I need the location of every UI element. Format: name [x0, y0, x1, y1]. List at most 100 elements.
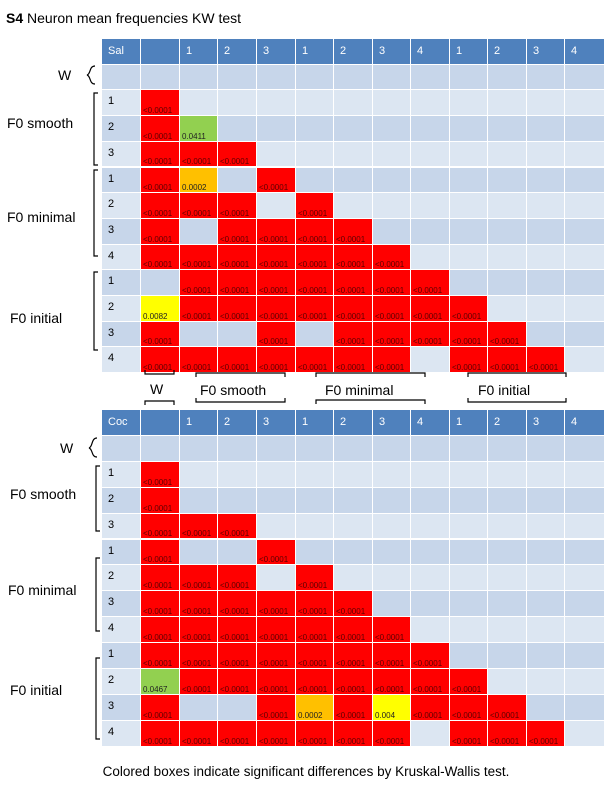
empty-cell: [411, 116, 449, 141]
p-value-label: <0.0001: [143, 477, 173, 487]
column-header-label: 3: [263, 45, 270, 57]
significant-cell: <0.0001: [373, 244, 410, 270]
p-value-label: <0.0001: [336, 337, 366, 347]
p-value-label: <0.0001: [259, 607, 289, 617]
empty-cell: [565, 116, 604, 141]
row-label: 3: [108, 223, 115, 236]
row-label: 4: [108, 249, 115, 262]
row-label-cell: 3: [102, 513, 140, 539]
empty-cell: [296, 513, 333, 539]
p-value-label: <0.0001: [298, 736, 328, 746]
empty-cell: [296, 487, 333, 513]
column-header-label: 2: [494, 45, 501, 57]
figure-title-text: Neuron mean frequencies KW test: [27, 10, 242, 26]
p-value-label: <0.0001: [259, 234, 289, 244]
row-label: 3: [108, 699, 115, 712]
p-value-label: <0.0001: [182, 363, 212, 373]
p-value-label: <0.0001: [413, 337, 443, 347]
column-header: 1: [296, 410, 333, 435]
empty-cell: [218, 116, 256, 141]
column-header: 1: [180, 39, 217, 64]
p-value-label: <0.0001: [375, 736, 405, 746]
significant-cell: <0.0001: [334, 347, 372, 373]
p-value-label: <0.0001: [182, 260, 212, 270]
bracket-line: [93, 169, 98, 257]
bracket-line: [144, 370, 175, 375]
p-value-label: <0.0001: [220, 260, 250, 270]
empty-cell: [218, 539, 256, 565]
empty-cell: [257, 64, 295, 90]
significant-cell: <0.0001: [141, 90, 179, 116]
significant-cell: <0.0001: [257, 694, 295, 720]
empty-cell: [450, 539, 487, 565]
column-header: [141, 39, 179, 64]
column-header-label: 2: [224, 45, 231, 57]
p-value-label: <0.0001: [143, 658, 173, 668]
empty-cell: [565, 461, 604, 487]
significant-cell: <0.0001: [218, 669, 256, 694]
table-corner-cell: Sal: [102, 39, 140, 64]
empty-cell: [527, 90, 564, 116]
bracket-line: [467, 398, 567, 403]
p-value-label: <0.0001: [336, 285, 366, 295]
empty-cell: [565, 347, 604, 373]
p-value-label: <0.0001: [490, 363, 520, 373]
table-corner-label: Sal: [108, 45, 124, 57]
empty-cell: [334, 116, 372, 141]
column-group-label-w: W: [150, 381, 164, 397]
row-label: 3: [108, 596, 115, 609]
p-value-label: <0.0001: [375, 285, 405, 295]
p-value-label: <0.0001: [375, 363, 405, 373]
significant-cell: <0.0001: [334, 669, 372, 694]
empty-cell: [373, 116, 410, 141]
empty-cell: [373, 64, 410, 90]
empty-cell: [565, 487, 604, 513]
significant-cell: <0.0001: [373, 669, 410, 694]
significant-cell: <0.0001: [141, 513, 179, 539]
significant-cell: <0.0001: [180, 643, 217, 668]
empty-cell: [565, 296, 604, 321]
significant-cell: <0.0001: [257, 270, 295, 295]
p-value-label: <0.0001: [220, 607, 250, 617]
empty-cell: [450, 461, 487, 487]
empty-cell: [334, 539, 372, 565]
empty-cell: [565, 435, 604, 461]
p-value-label: <0.0001: [298, 581, 328, 591]
significant-cell: <0.0001: [373, 617, 410, 643]
empty-cell: [565, 193, 604, 218]
p-value-label: <0.0001: [259, 337, 289, 347]
p-value-label: <0.0001: [182, 736, 212, 746]
empty-cell: [527, 435, 564, 461]
p-value-label: <0.0001: [259, 363, 289, 373]
empty-cell: [450, 435, 487, 461]
column-header-label: 3: [533, 416, 540, 428]
p-value-label: <0.0001: [220, 581, 250, 591]
column-header-label: 2: [340, 45, 347, 57]
p-value-label: <0.0001: [336, 363, 366, 373]
empty-cell: [373, 461, 410, 487]
p-value-label: <0.0001: [143, 581, 173, 591]
empty-cell: [488, 167, 526, 193]
empty-cell: [218, 487, 256, 513]
empty-cell: [488, 435, 526, 461]
empty-cell: [488, 565, 526, 591]
p-value-label: <0.0001: [220, 658, 250, 668]
empty-cell: [257, 565, 295, 591]
empty-cell: [411, 347, 449, 373]
significant-cell: <0.0001: [257, 669, 295, 694]
column-header: 2: [488, 410, 526, 435]
bracket-line: [195, 372, 286, 377]
empty-cell: [488, 270, 526, 295]
row-label: 4: [108, 352, 115, 365]
p-value-label: <0.0001: [143, 710, 173, 720]
empty-cell: [565, 539, 604, 565]
row-label: 4: [108, 725, 115, 738]
row-label: 1: [108, 95, 115, 108]
empty-cell: [488, 643, 526, 668]
empty-cell: [450, 565, 487, 591]
p-value-label: <0.0001: [182, 633, 212, 643]
group-label-f0-smooth-bottom: F0 smooth: [10, 486, 77, 502]
significant-cell: <0.0001: [373, 347, 410, 373]
column-header-label: 4: [571, 45, 578, 57]
column-header-label: 3: [263, 416, 270, 428]
